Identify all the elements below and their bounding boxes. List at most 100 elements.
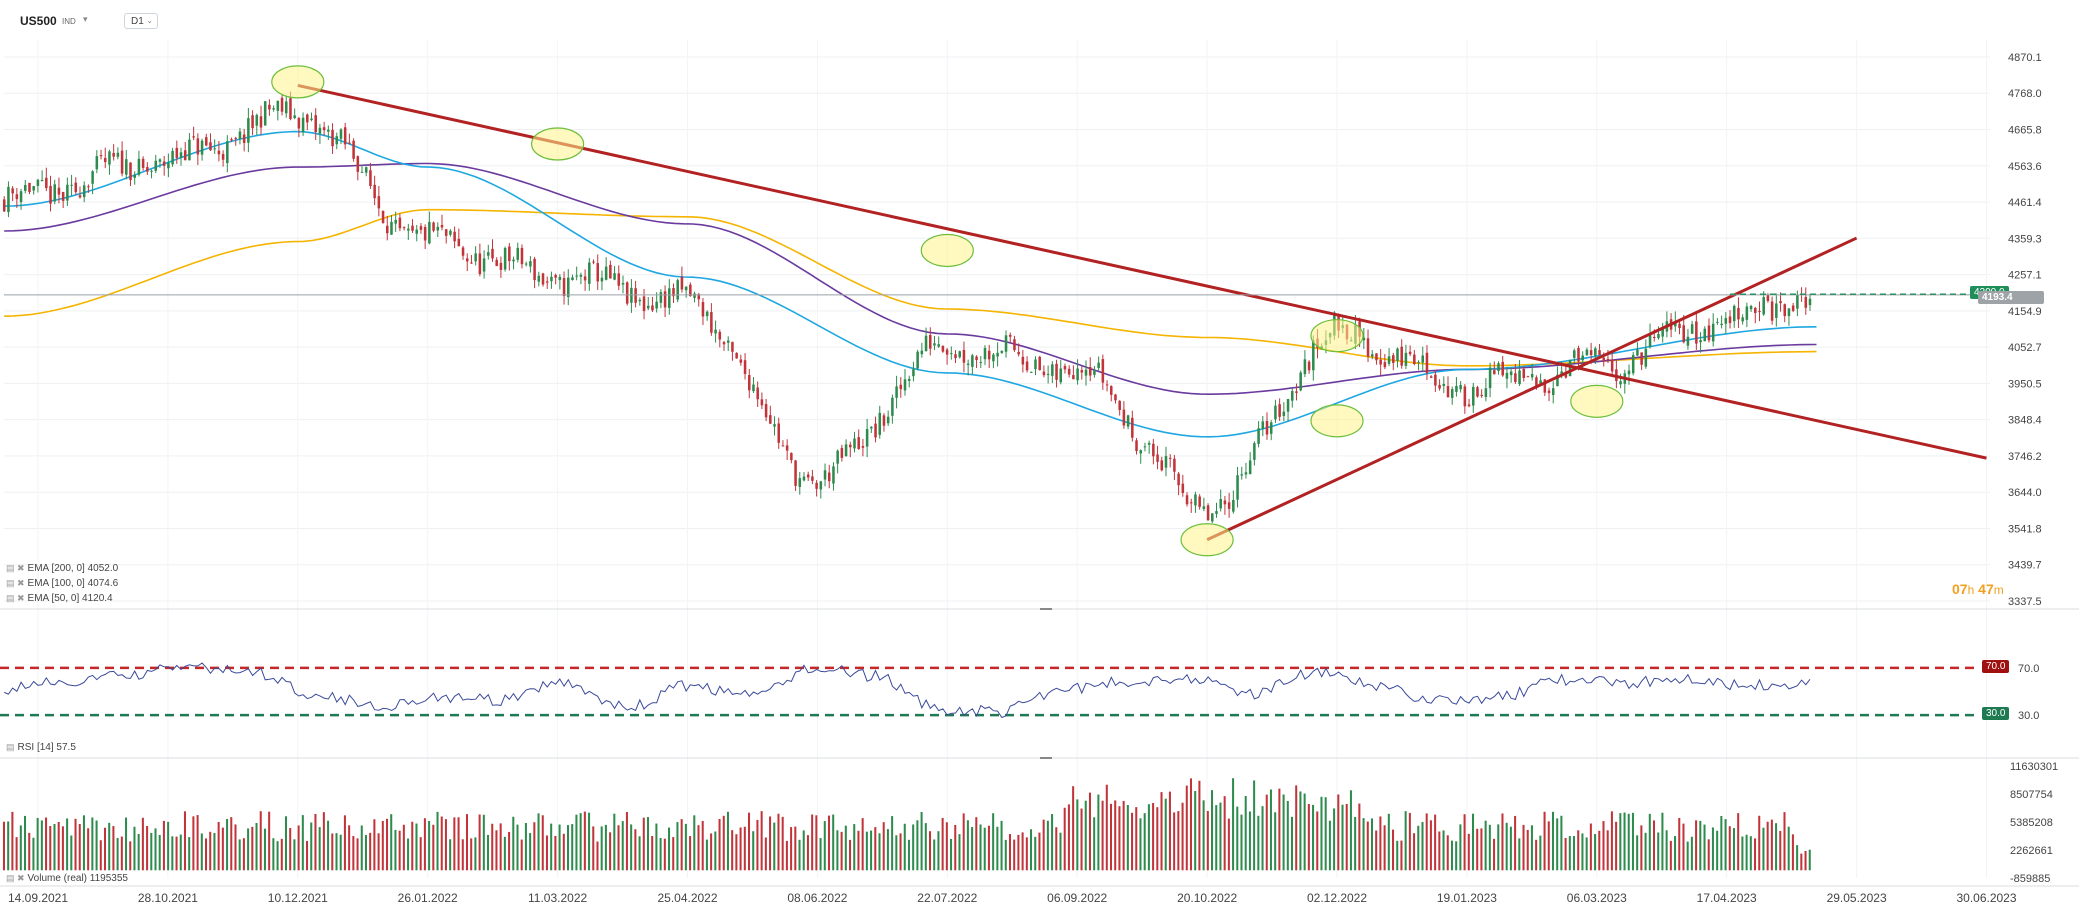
- volume-bar: [301, 815, 304, 871]
- volume-bar: [853, 824, 856, 871]
- volume-bar: [1105, 784, 1108, 871]
- candle-body: [162, 161, 166, 166]
- ema-200-legend[interactable]: ▤ ✖ EMA [200, 0] 4052.0: [6, 563, 119, 574]
- candle-body: [1194, 494, 1197, 506]
- timeframe-select[interactable]: D1 ⌄: [124, 13, 158, 29]
- candle-body: [1728, 316, 1732, 324]
- candle-body: [533, 258, 536, 281]
- candle-body: [1661, 328, 1664, 337]
- candle-body: [1093, 369, 1096, 375]
- candle-body: [15, 194, 19, 200]
- volume-bar: [621, 821, 624, 871]
- date-tick-label: 22.07.2022: [917, 891, 977, 905]
- candle-body: [495, 259, 498, 267]
- candle-body: [579, 274, 583, 277]
- volume-bar: [1652, 820, 1656, 871]
- price-tick-label: 4257.1: [2008, 270, 2042, 282]
- candle-body: [693, 293, 696, 298]
- candle-body: [1766, 294, 1770, 301]
- candle-body: [209, 142, 212, 151]
- candle-body: [865, 429, 869, 447]
- candle-body: [912, 369, 915, 377]
- volume-bar: [1678, 817, 1681, 871]
- candle-body: [962, 349, 966, 363]
- candle-body: [234, 137, 238, 139]
- volume-bar: [1556, 818, 1559, 871]
- candle-body: [1000, 350, 1004, 353]
- volume-bar: [200, 833, 203, 871]
- candle-body: [1097, 362, 1100, 368]
- volume-bar: [1796, 845, 1799, 871]
- volume-bar: [310, 822, 313, 871]
- volume-bar: [1636, 835, 1639, 871]
- volume-bar: [1413, 833, 1416, 871]
- volume-bar: [1551, 811, 1554, 871]
- ema-50-legend[interactable]: ▤ ✖ EMA [50, 0] 4120.4: [6, 593, 113, 604]
- volume-legend[interactable]: ▤ ✖ Volume (real) 1195355: [6, 873, 128, 884]
- candle-body: [874, 423, 877, 438]
- candle-body: [322, 127, 326, 131]
- candle-body: [247, 118, 250, 143]
- volume-bar: [1122, 800, 1125, 871]
- volume-bar: [1514, 815, 1517, 871]
- volume-bar: [630, 824, 633, 871]
- volume-bar: [516, 824, 519, 871]
- volume-bar: [1737, 813, 1740, 871]
- candle-body: [642, 296, 646, 312]
- candle-body: [849, 444, 852, 448]
- candle-body: [440, 224, 444, 228]
- rsi-panel: [0, 662, 1980, 719]
- volume-bar: [1779, 830, 1782, 871]
- volume-bar: [1206, 810, 1209, 871]
- volume-bar: [1278, 788, 1281, 871]
- ema-100-legend[interactable]: ▤ ✖ EMA [100, 0] 4074.6: [6, 578, 119, 589]
- volume-bar: [554, 835, 557, 871]
- volume-bar: [61, 826, 64, 871]
- price-grid: [4, 40, 1990, 878]
- candle-body: [541, 273, 545, 285]
- volume-bar: [112, 826, 115, 871]
- volume-bar: [1303, 793, 1306, 871]
- candle-body: [1030, 371, 1033, 373]
- candle-body: [297, 118, 301, 129]
- candle-body: [423, 227, 427, 241]
- volume-bar: [811, 814, 814, 871]
- candle-body: [861, 446, 865, 448]
- volume-bar: [823, 821, 826, 871]
- candle-body: [1379, 359, 1382, 365]
- volume-bar: [651, 836, 654, 871]
- volume-bar: [533, 822, 536, 871]
- symbol-name[interactable]: US500: [20, 14, 57, 28]
- symbol-dropdown-icon[interactable]: ▾: [83, 14, 88, 24]
- candle-body: [1038, 356, 1041, 371]
- volume-bar: [99, 840, 102, 871]
- candle-body: [524, 263, 528, 265]
- volume-bar: [583, 811, 586, 871]
- volume-bar: [171, 836, 174, 871]
- price-tick-label: 4768.0: [2008, 88, 2042, 100]
- volume-bar: [1328, 820, 1331, 871]
- volume-bar: [1316, 811, 1319, 871]
- candle-body: [1745, 306, 1749, 320]
- candle-body: [1290, 391, 1294, 401]
- volume-bar: [849, 839, 852, 871]
- candle-body: [1636, 349, 1639, 356]
- rsi-legend[interactable]: ▤ RSI [14] 57.5: [6, 742, 76, 753]
- volume-bar: [756, 819, 759, 871]
- candle-body: [242, 134, 246, 143]
- volume-bar: [512, 816, 515, 871]
- volume-bar: [638, 836, 641, 871]
- volume-bar: [545, 835, 548, 871]
- candle-body: [785, 445, 789, 451]
- volume-bar: [1577, 830, 1580, 871]
- candle-body: [226, 141, 229, 164]
- volume-bar: [1034, 836, 1037, 871]
- candle-body: [1610, 359, 1614, 372]
- volume-bar: [133, 826, 136, 871]
- volume-bar: [1253, 780, 1256, 871]
- volume-bar: [933, 839, 936, 871]
- candle-body: [1442, 384, 1446, 387]
- volume-bar: [272, 838, 275, 871]
- volume-bar: [1097, 794, 1100, 871]
